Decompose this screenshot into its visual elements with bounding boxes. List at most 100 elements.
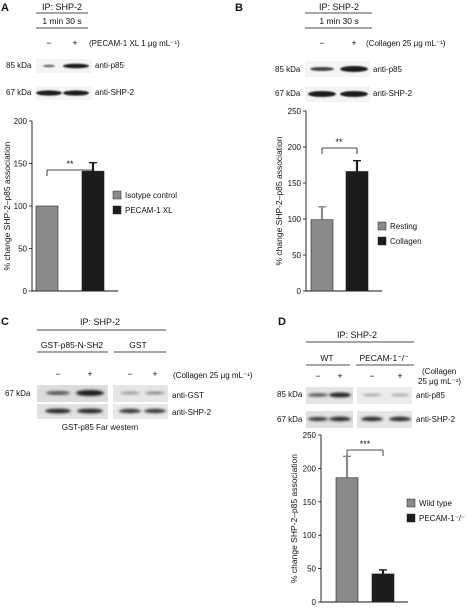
panel-b-time-label: 1 min 30 s	[319, 16, 358, 26]
panel-d-label-shp2: anti-SHP-2	[416, 415, 456, 424]
panel-d-letter: D	[278, 316, 286, 328]
panel-d-band-p85-2	[329, 392, 351, 398]
panel-d-band-shp2-1	[308, 417, 328, 421]
panel-b-band-p85-plus	[340, 66, 368, 72]
chart-b-y-tick-label: 0	[297, 287, 302, 296]
panel-b-minus: −	[319, 38, 324, 48]
panel-a-mw-67: 67 kDa	[6, 88, 32, 97]
chart-d-y-tick-label: 200	[303, 464, 317, 473]
panel-d-group1: WT	[320, 353, 333, 363]
panel-a-band-shp2-plus	[63, 90, 89, 96]
panel-c-blot-gst-left	[37, 385, 108, 402]
panel-a-treatment: (PECAM-1 XL 1 μg mL⁻¹)	[89, 39, 180, 48]
chart-a-y-axis-title: % change SHP-2–p85 association	[2, 141, 12, 270]
panel-c-band-shp2-1	[45, 408, 71, 414]
panel-c-band-shp2-4	[144, 408, 166, 414]
panel-a-band-p85-minus	[43, 64, 55, 68]
panel-b-mw-67: 67 kDa	[275, 89, 301, 98]
panel-d-band-shp2-2	[329, 416, 351, 422]
chart-b-legend-label: Resting	[390, 222, 417, 231]
panel-c-plus-2: +	[152, 369, 157, 379]
chart-d-bar	[371, 573, 395, 603]
panel-c-label-gst: anti-GST	[172, 391, 204, 400]
panel-c-band-shp2-2	[77, 408, 103, 414]
panel-d-treatment-line1: (Collagen	[422, 367, 456, 376]
chart-b-y-axis-title: % change SHP-2–p85 association	[274, 136, 284, 265]
panel-c-blot-gst-right	[113, 385, 168, 402]
chart-d: 0 50 100 150 200 250 % change SHP-2–p85 associ…	[289, 431, 465, 607]
panel-c-group1: GST-p85-N-SH2	[41, 340, 104, 350]
panel-c-band-gst-1	[46, 391, 70, 395]
panel-a-band-shp2-minus	[36, 90, 62, 96]
chart-a-y-tick-label: 150	[14, 160, 28, 169]
panel-a-ip-label: IP: SHP-2	[42, 2, 82, 12]
chart-a-bar	[81, 170, 105, 292]
chart-a-legend-label: PECAM-1 XL	[125, 206, 173, 215]
panel-c-band-gst-4	[145, 391, 165, 395]
panel-b-letter: B	[235, 2, 243, 14]
panel-c-letter: C	[1, 316, 9, 328]
panel-a-significance: **	[66, 159, 74, 169]
panel-d-band-p85-3	[363, 393, 381, 397]
panel-c-blot-shp2-left	[37, 404, 108, 419]
panel-d-label-p85: anti-p85	[416, 391, 445, 400]
panel-b-significance: **	[335, 137, 343, 147]
panel-c-mw-67: 67 kDa	[5, 389, 31, 398]
panel-a-minus: −	[46, 38, 51, 48]
chart-b-legend-label: Collagen	[390, 237, 422, 246]
panel-d-treatment-line2: 25 μg mL⁻¹)	[418, 377, 461, 386]
panel-c-plus-1: +	[87, 369, 92, 379]
chart-b-bar	[345, 171, 369, 292]
panel-b-treatment: (Collagen 25 μg mL⁻¹)	[366, 39, 446, 48]
panel-c-band-shp2-3	[119, 408, 141, 414]
panel-b-label-p85: anti-p85	[373, 65, 402, 74]
panel-d-band-p85-1	[308, 393, 328, 397]
chart-b-legend-swatch	[377, 236, 387, 246]
panel-c-group2: GST	[129, 340, 146, 350]
chart-d-y-axis-title: % change SHP-2–p85 association	[289, 454, 299, 583]
panel-c-band-gst-3	[120, 391, 140, 395]
chart-d-y-tick-label: 150	[303, 498, 317, 507]
chart-d-y-tick-label: 100	[303, 531, 317, 540]
panel-c-ip-label: IP: SHP-2	[80, 317, 120, 327]
panel-d-significance: ***	[360, 439, 371, 449]
chart-d-y-tick-label: 50	[307, 565, 316, 574]
panel-a: A IP: SHP-2 1 min 30 s − + (PECAM-1 XL 1…	[1, 2, 180, 296]
panel-b-ip-label: IP: SHP-2	[319, 2, 359, 12]
chart-a-y-tick-label: 200	[14, 117, 28, 126]
chart-d-y-tick-label: 0	[312, 598, 317, 607]
panel-b-plus: +	[351, 38, 356, 48]
chart-d-y-tick-label: 250	[303, 431, 317, 440]
panel-a-label-shp2: anti-SHP-2	[95, 88, 135, 97]
chart-b-legend-swatch	[377, 221, 387, 231]
panel-a-plus: +	[72, 38, 77, 48]
panel-c-minus-1: −	[55, 369, 60, 379]
panel-d-band-shp2-4	[389, 416, 411, 422]
panel-a-label-p85: anti-p85	[95, 61, 124, 70]
panel-d-band-shp2-3	[361, 416, 383, 422]
panel-d-band-p85-4	[391, 393, 409, 397]
chart-a-bar	[35, 205, 59, 292]
chart-b-y-tick-label: 100	[288, 215, 302, 224]
panel-b: B IP: SHP-2 1 min 30 s − + (Collagen 25 …	[235, 2, 446, 296]
chart-a-y-tick-label: 0	[23, 287, 28, 296]
panel-a-letter: A	[1, 2, 9, 14]
panel-d-mw-85: 85 kDa	[277, 390, 303, 399]
panel-b-band-p85-minus	[310, 67, 334, 71]
panel-d-mw-67: 67 kDa	[277, 415, 303, 424]
panel-c-minus-2: −	[127, 369, 132, 379]
chart-a-legend-label: Isotype control	[125, 191, 177, 200]
chart-a: 0 50 100 150 200 % change SHP-2–p85 associati…	[2, 117, 177, 296]
chart-b-y-tick-label: 250	[288, 107, 302, 116]
panel-d-minus-1: −	[315, 371, 320, 381]
chart-b-y-tick-label: 50	[292, 251, 301, 260]
chart-d-legend-label: Wild type	[419, 499, 452, 508]
panel-d-minus-2: −	[369, 371, 374, 381]
chart-d-bar	[335, 477, 359, 603]
chart-d-legend-label: PECAM-1⁻/⁻	[419, 514, 465, 523]
panel-b-band-shp2-plus	[340, 91, 368, 97]
chart-b: 0 50 100 150 200 250 % change SHP-2–p85 associ…	[274, 107, 422, 296]
panel-d-blot-shp2-right	[357, 411, 412, 428]
panel-b-mw-85: 85 kDa	[275, 65, 301, 74]
